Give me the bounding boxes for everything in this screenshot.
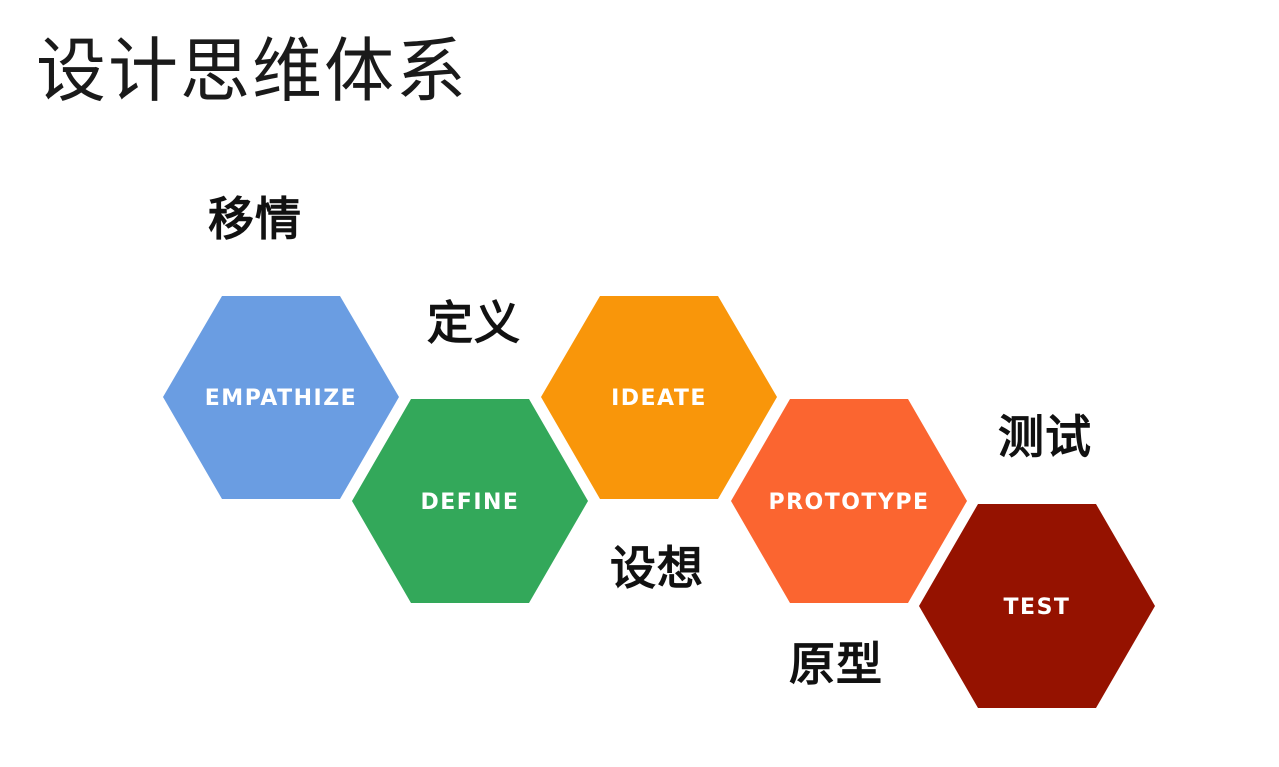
label-empathize-zh: 移情 (208, 192, 302, 246)
hex-prototype-label: PROTOTYPE (768, 490, 929, 515)
hex-ideate: IDEATE (541, 296, 777, 499)
hex-test-label: TEST (1004, 595, 1071, 620)
label-test-zh: 测试 (998, 410, 1092, 464)
hex-ideate-label: IDEATE (611, 386, 707, 411)
label-ideate-zh: 设想 (610, 541, 704, 595)
hex-test-shape (919, 504, 1155, 708)
hex-empathize-shape (163, 296, 399, 499)
hex-define-label: DEFINE (421, 490, 520, 515)
hex-define-shape (352, 399, 588, 603)
hex-define: DEFINE (352, 399, 588, 603)
hex-prototype-shape (731, 399, 967, 603)
hex-prototype: PROTOTYPE (731, 399, 967, 603)
hex-empathize: EMPATHIZE (163, 296, 399, 499)
slide-title: 设计思维体系 (36, 30, 468, 112)
hex-test: TEST (919, 504, 1155, 708)
hex-empathize-label: EMPATHIZE (205, 386, 357, 411)
hex-ideate-shape (541, 296, 777, 499)
label-define-zh: 定义 (427, 296, 521, 350)
label-prototype-zh: 原型 (789, 637, 883, 691)
